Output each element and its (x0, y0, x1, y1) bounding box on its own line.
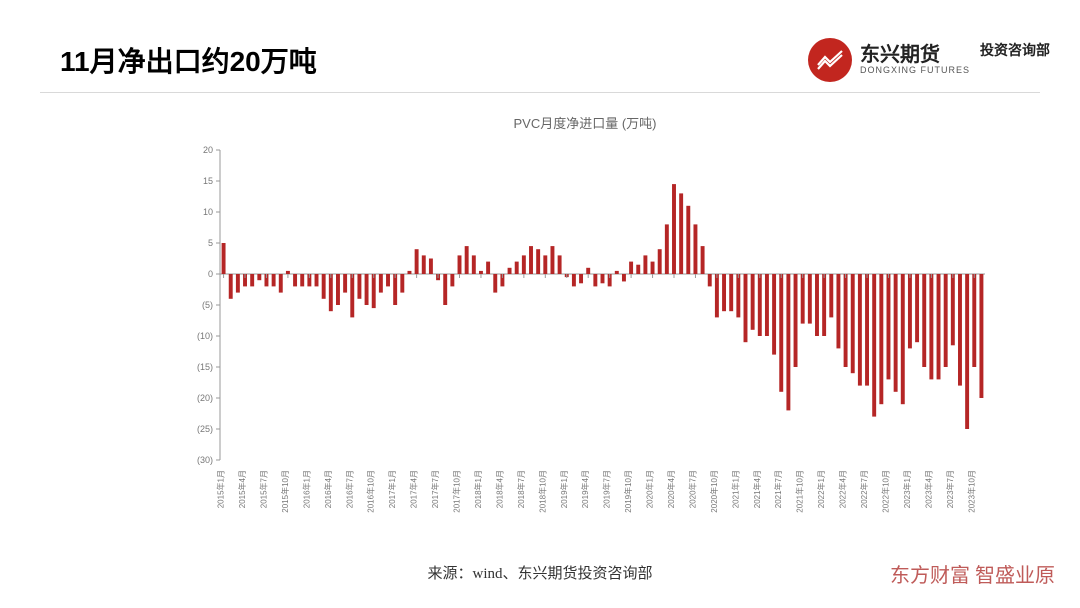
svg-text:2018年7月: 2018年7月 (516, 470, 526, 508)
svg-text:2015年4月: 2015年4月 (237, 470, 247, 508)
svg-text:2023年1月: 2023年1月 (902, 470, 912, 508)
svg-text:2020年4月: 2020年4月 (666, 470, 676, 508)
header-divider (40, 92, 1040, 93)
svg-text:2020年7月: 2020年7月 (687, 470, 697, 508)
svg-text:2017年10月: 2017年10月 (452, 470, 462, 513)
svg-text:0: 0 (208, 269, 213, 279)
page-title: 11月净出口约20万吨 (60, 40, 317, 80)
svg-text:(15): (15) (197, 362, 213, 372)
svg-text:2019年7月: 2019年7月 (602, 470, 612, 508)
logo-icon (808, 38, 852, 82)
svg-text:2017年4月: 2017年4月 (409, 470, 419, 508)
logo-department: 投资咨询部 (980, 40, 1050, 60)
logo-text: 东兴期货 DONGXING FUTURES (860, 45, 970, 75)
svg-text:(10): (10) (197, 331, 213, 341)
svg-text:20: 20 (203, 145, 213, 155)
watermark: 东方财富 智盛业原 (890, 559, 1055, 588)
svg-text:2022年1月: 2022年1月 (816, 470, 826, 508)
svg-text:2018年10月: 2018年10月 (537, 470, 547, 513)
svg-text:2023年10月: 2023年10月 (966, 470, 976, 513)
svg-text:2021年4月: 2021年4月 (752, 470, 762, 508)
svg-text:2016年7月: 2016年7月 (344, 470, 354, 508)
svg-text:2016年4月: 2016年4月 (323, 470, 333, 508)
svg-text:2015年7月: 2015年7月 (258, 470, 268, 508)
svg-text:2022年4月: 2022年4月 (838, 470, 848, 508)
svg-text:2019年1月: 2019年1月 (559, 470, 569, 508)
svg-text:2023年7月: 2023年7月 (945, 470, 955, 508)
svg-text:2016年10月: 2016年10月 (366, 470, 376, 513)
slide: 11月净出口约20万吨 东兴期货 DONGXING FUTURES 投资咨询部 … (0, 0, 1080, 608)
svg-text:(30): (30) (197, 455, 213, 465)
svg-text:2019年10月: 2019年10月 (623, 470, 633, 513)
svg-text:2019年4月: 2019年4月 (580, 470, 590, 508)
svg-text:2023年4月: 2023年4月 (923, 470, 933, 508)
svg-text:2021年7月: 2021年7月 (773, 470, 783, 508)
svg-text:2022年10月: 2022年10月 (880, 470, 890, 513)
logo: 东兴期货 DONGXING FUTURES 投资咨询部 (808, 38, 1050, 82)
logo-en: DONGXING FUTURES (860, 66, 970, 75)
svg-text:2018年1月: 2018年1月 (473, 470, 483, 508)
svg-text:2016年1月: 2016年1月 (301, 470, 311, 508)
logo-zh: 东兴期货 (860, 45, 970, 66)
svg-text:2020年10月: 2020年10月 (709, 470, 719, 513)
svg-text:2018年4月: 2018年4月 (494, 470, 504, 508)
svg-text:5: 5 (208, 238, 213, 248)
svg-text:2017年7月: 2017年7月 (430, 470, 440, 508)
header: 11月净出口约20万吨 东兴期货 DONGXING FUTURES 投资咨询部 (60, 38, 1050, 82)
svg-text:2021年10月: 2021年10月 (795, 470, 805, 513)
svg-text:15: 15 (203, 176, 213, 186)
chart-container: PVC月度净进口量 (万吨) (30) (25) (20) (15) (10) (5) 0 5 1… (170, 110, 1000, 530)
bar-chart: PVC月度净进口量 (万吨) (30) (25) (20) (15) (10) (5) 0 5 1… (170, 110, 1000, 530)
svg-text:PVC月度净进口量 (万吨): PVC月度净进口量 (万吨) (513, 116, 656, 131)
svg-text:2015年10月: 2015年10月 (280, 470, 290, 513)
svg-text:(25): (25) (197, 424, 213, 434)
svg-text:2021年1月: 2021年1月 (730, 470, 740, 508)
svg-text:2022年7月: 2022年7月 (859, 470, 869, 508)
svg-text:2017年1月: 2017年1月 (387, 470, 397, 508)
svg-text:10: 10 (203, 207, 213, 217)
svg-text:(20): (20) (197, 393, 213, 403)
svg-text:2015年1月: 2015年1月 (216, 470, 226, 508)
svg-text:2020年1月: 2020年1月 (645, 470, 655, 508)
svg-text:(5): (5) (202, 300, 213, 310)
